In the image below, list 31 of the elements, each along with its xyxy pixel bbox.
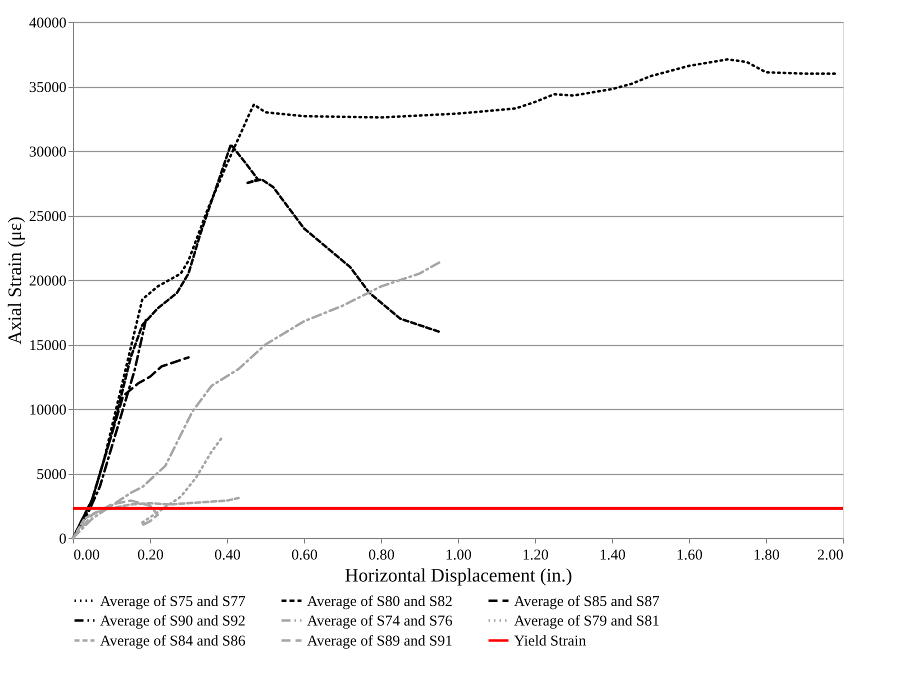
x-tick-label: 1.60 — [676, 548, 703, 564]
y-tick-label: 15000 — [29, 338, 66, 354]
legend-label: Average of S80 and S82 — [307, 594, 453, 610]
x-tick-label: 0.80 — [368, 548, 395, 564]
y-tick-label: 35000 — [29, 80, 66, 96]
x-tick-label: 1.00 — [445, 548, 472, 564]
y-tick-label: 40000 — [29, 16, 66, 32]
y-tick-label: 25000 — [29, 209, 66, 225]
legend-label: Average of S84 and S86 — [100, 634, 246, 650]
y-tick-label: 5000 — [36, 467, 66, 483]
y-tick-label: 20000 — [29, 274, 66, 290]
legend-label: Average of S79 and S81 — [514, 614, 660, 630]
x-tick-label: 0.20 — [137, 548, 164, 564]
y-axis-title: Axial Strain (με) — [5, 216, 26, 344]
x-tick-label: 1.40 — [599, 548, 626, 564]
legend-label: Average of S75 and S77 — [100, 594, 246, 610]
x-tick-label: 0.40 — [214, 548, 241, 564]
legend-label: Average of S74 and S76 — [307, 614, 454, 630]
y-tick-label: 10000 — [29, 402, 66, 418]
x-tick-label: 0.00 — [74, 548, 100, 564]
y-tick-label: 0 — [59, 532, 66, 548]
x-tick-label: 2.00 — [817, 548, 844, 564]
x-tick-label: 1.80 — [753, 548, 780, 564]
legend-label: Average of S85 and S87 — [514, 594, 660, 610]
legend-label: Average of S90 and S92 — [100, 614, 246, 630]
y-tick-label: 30000 — [29, 144, 66, 160]
legend-label: Yield Strain — [514, 634, 587, 650]
x-tick-label: 0.60 — [291, 548, 318, 564]
x-axis-title: Horizontal Displacement (in.) — [344, 566, 572, 586]
legend-label: Average of S89 and S91 — [307, 634, 453, 650]
x-tick-label: 1.20 — [522, 548, 549, 564]
